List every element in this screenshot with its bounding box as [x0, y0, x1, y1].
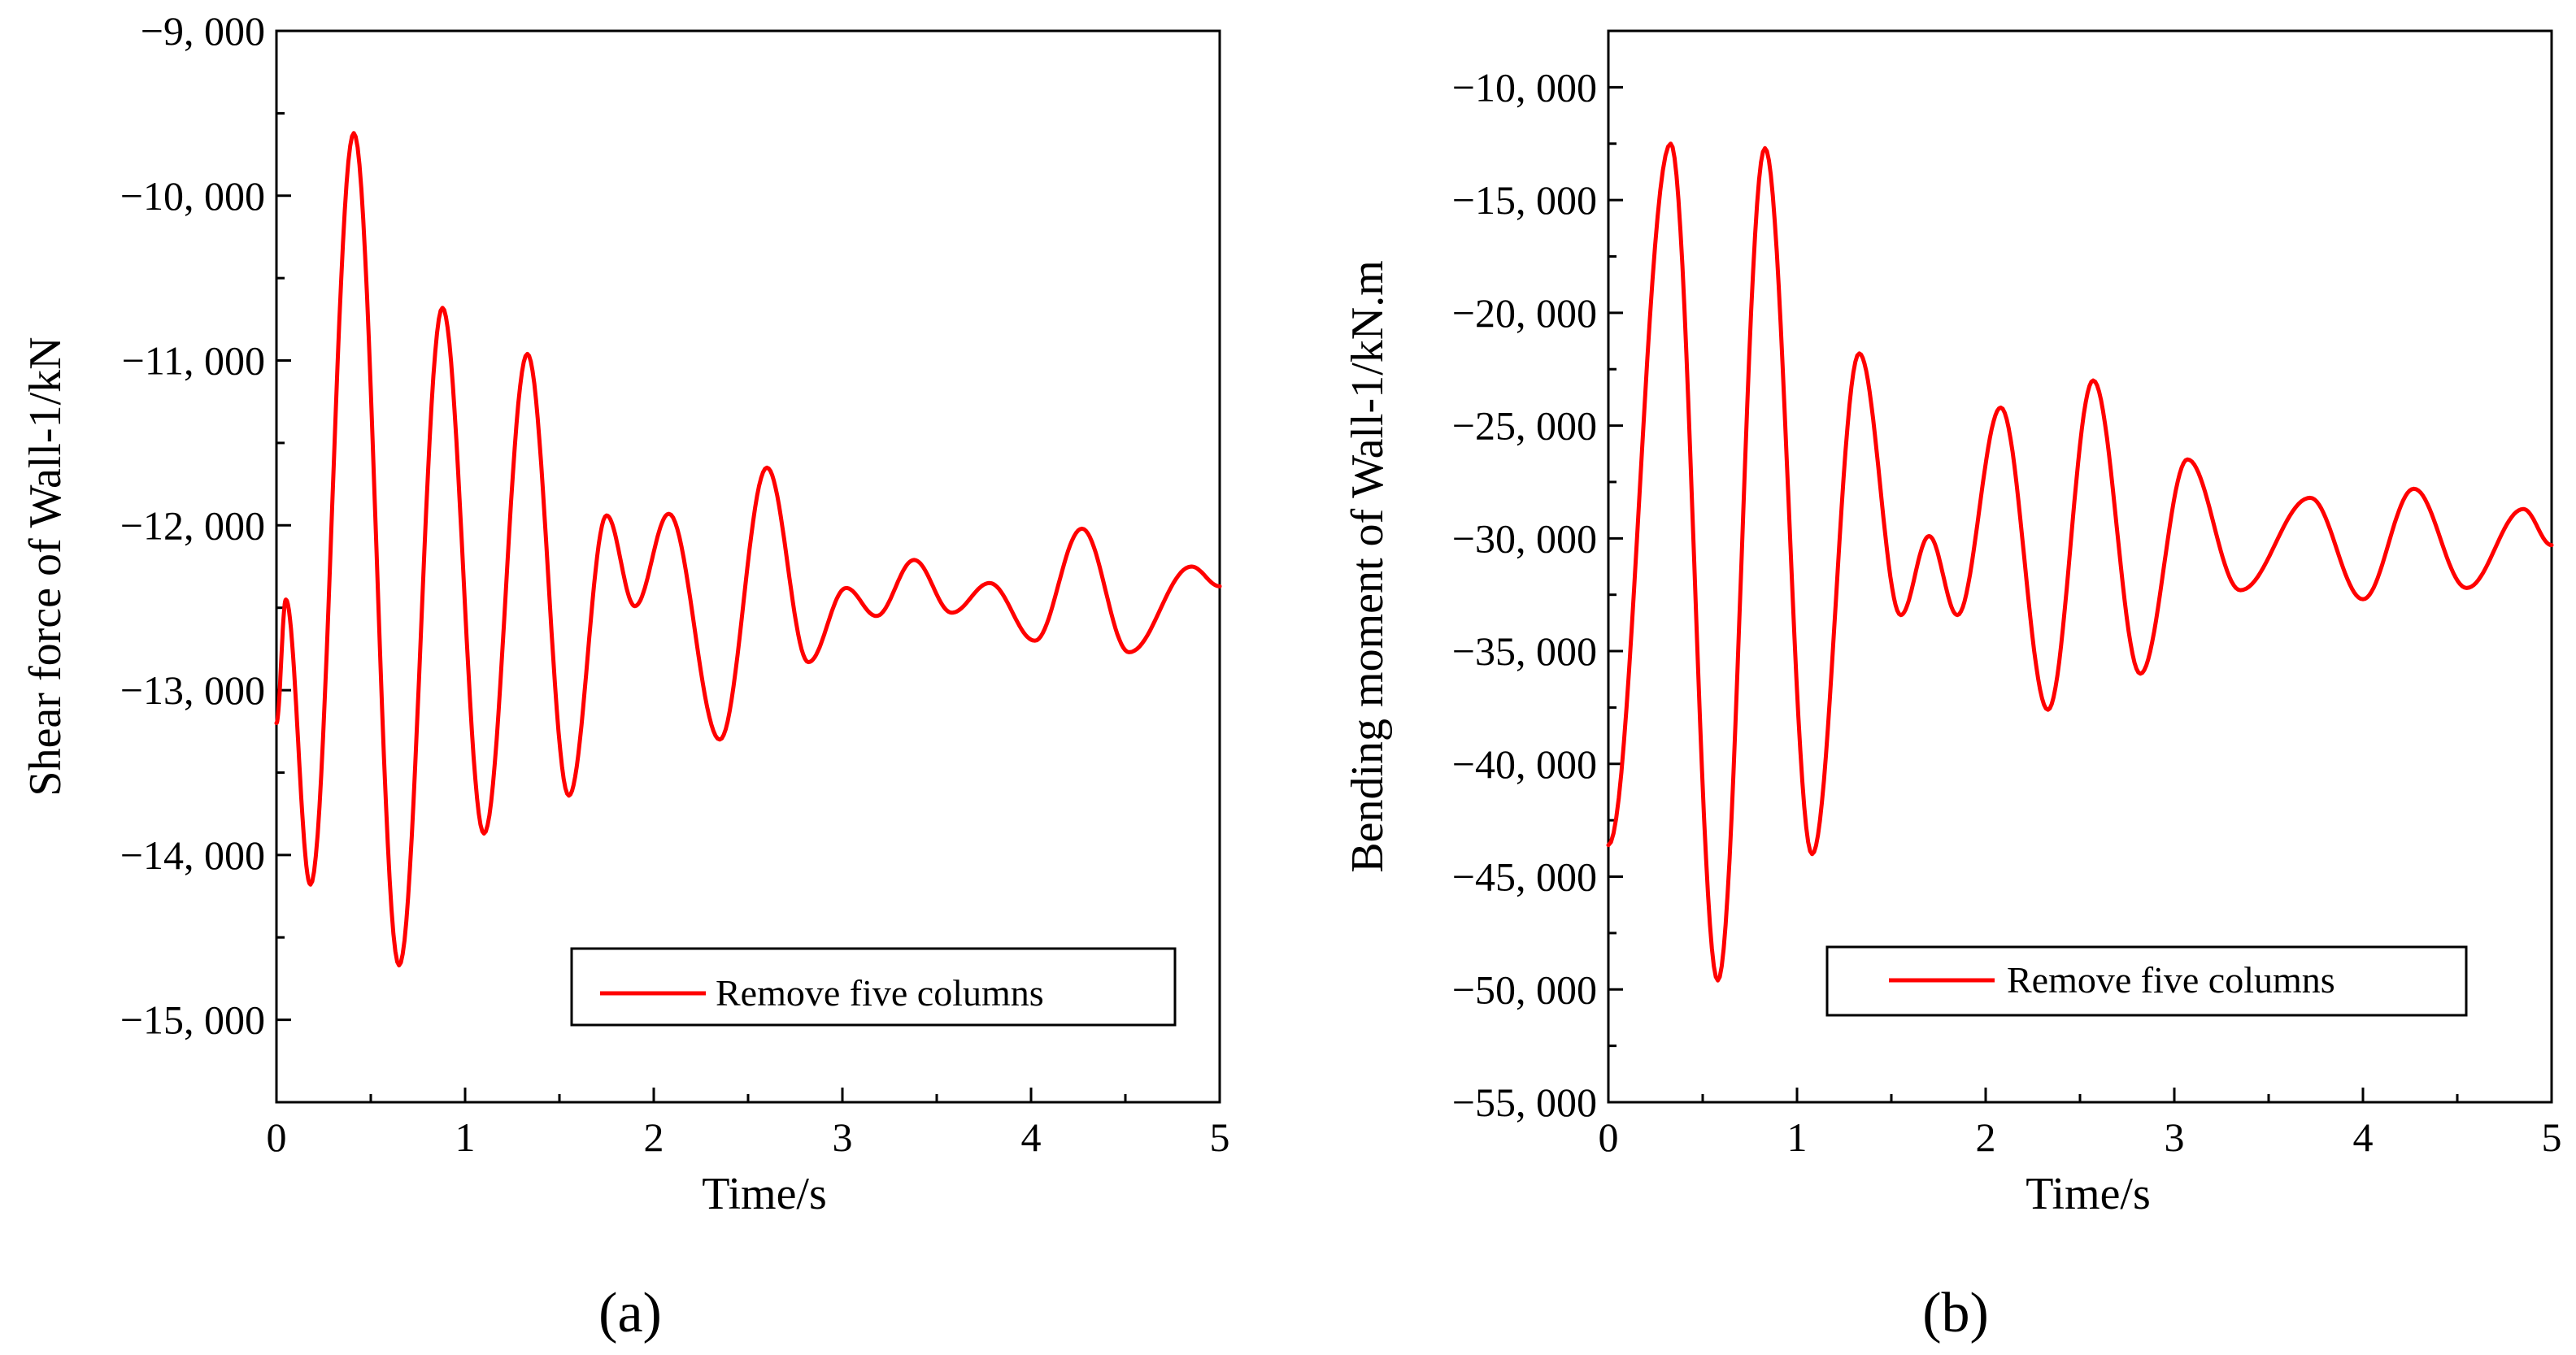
x-tick-label: 2	[644, 1114, 664, 1160]
y-tick-label: −15, 000	[1452, 177, 1597, 223]
legend: Remove five columns	[570, 947, 1177, 1027]
panel-label: (a)	[598, 1282, 662, 1344]
y-tick-label: −40, 000	[1452, 741, 1597, 787]
x-tick-label: 5	[2542, 1114, 2562, 1160]
bending-moment-chart: 0 1 2 3 4 5 −55, 000 −50, 000 −45, 000 −40, 000 −3…	[1342, 29, 2562, 1344]
x-tick-label: 3	[833, 1114, 853, 1160]
y-axis-title: Shear force of Wall-1/kN	[20, 337, 71, 796]
series-line-remove-five-columns	[1606, 141, 2554, 983]
x-tick-label: 4	[1021, 1114, 1042, 1160]
y-tick-label: −11, 000	[122, 338, 265, 384]
legend-box	[570, 947, 1177, 1027]
y-tick-label: −30, 000	[1452, 515, 1597, 561]
y-tick-label: −35, 000	[1452, 628, 1597, 674]
x-tick-label: 1	[1787, 1114, 1808, 1160]
legend-label: Remove five columns	[2007, 959, 2335, 1001]
y-tick-label: −50, 000	[1452, 966, 1597, 1012]
x-tick-label: 0	[1599, 1114, 1619, 1160]
x-tick-label: 2	[1976, 1114, 1996, 1160]
x-tick-label: 0	[267, 1114, 287, 1160]
y-tick-label: −10, 000	[120, 173, 265, 219]
plot-frame	[1607, 29, 2553, 1104]
shear-force-chart: 0 1 2 3 4 5 −15, 000 −14, 000 −13, 000 −12, 000 −1…	[20, 8, 1230, 1344]
legend: Remove five columns	[1825, 945, 2468, 1017]
y-tick-label: −25, 000	[1452, 403, 1597, 449]
axis-ticks: 0 1 2 3 4 5 −55, 000 −50, 000 −45, 000 −40, 000 −3…	[1452, 29, 2562, 1160]
y-tick-label: −10, 000	[1452, 64, 1597, 110]
x-tick-label: 3	[2165, 1114, 2185, 1160]
y-tick-label: −12, 000	[120, 502, 265, 548]
x-tick-label: 1	[455, 1114, 476, 1160]
y-axis-title: Bending moment of Wall-1/kN.m	[1342, 260, 1393, 872]
x-tick-label: 4	[2353, 1114, 2374, 1160]
x-axis-title: Time/s	[702, 1169, 827, 1219]
panel-label: (b)	[1922, 1282, 1989, 1344]
x-tick-label: 5	[1210, 1114, 1230, 1160]
y-tick-label: −55, 000	[1452, 1079, 1597, 1125]
y-tick-label: −14, 000	[120, 832, 265, 878]
x-axis-title: Time/s	[2026, 1169, 2151, 1219]
y-tick-label: −20, 000	[1452, 290, 1597, 336]
axis-ticks: 0 1 2 3 4 5 −15, 000 −14, 000 −13, 000 −12, 000 −1…	[120, 8, 1230, 1160]
y-tick-label: −9, 000	[141, 8, 265, 54]
legend-label: Remove five columns	[716, 972, 1044, 1014]
y-tick-label: −13, 000	[120, 667, 265, 713]
series-line-remove-five-columns	[274, 131, 1222, 968]
y-tick-label: −45, 000	[1452, 854, 1597, 900]
y-tick-label: −15, 000	[120, 997, 265, 1043]
